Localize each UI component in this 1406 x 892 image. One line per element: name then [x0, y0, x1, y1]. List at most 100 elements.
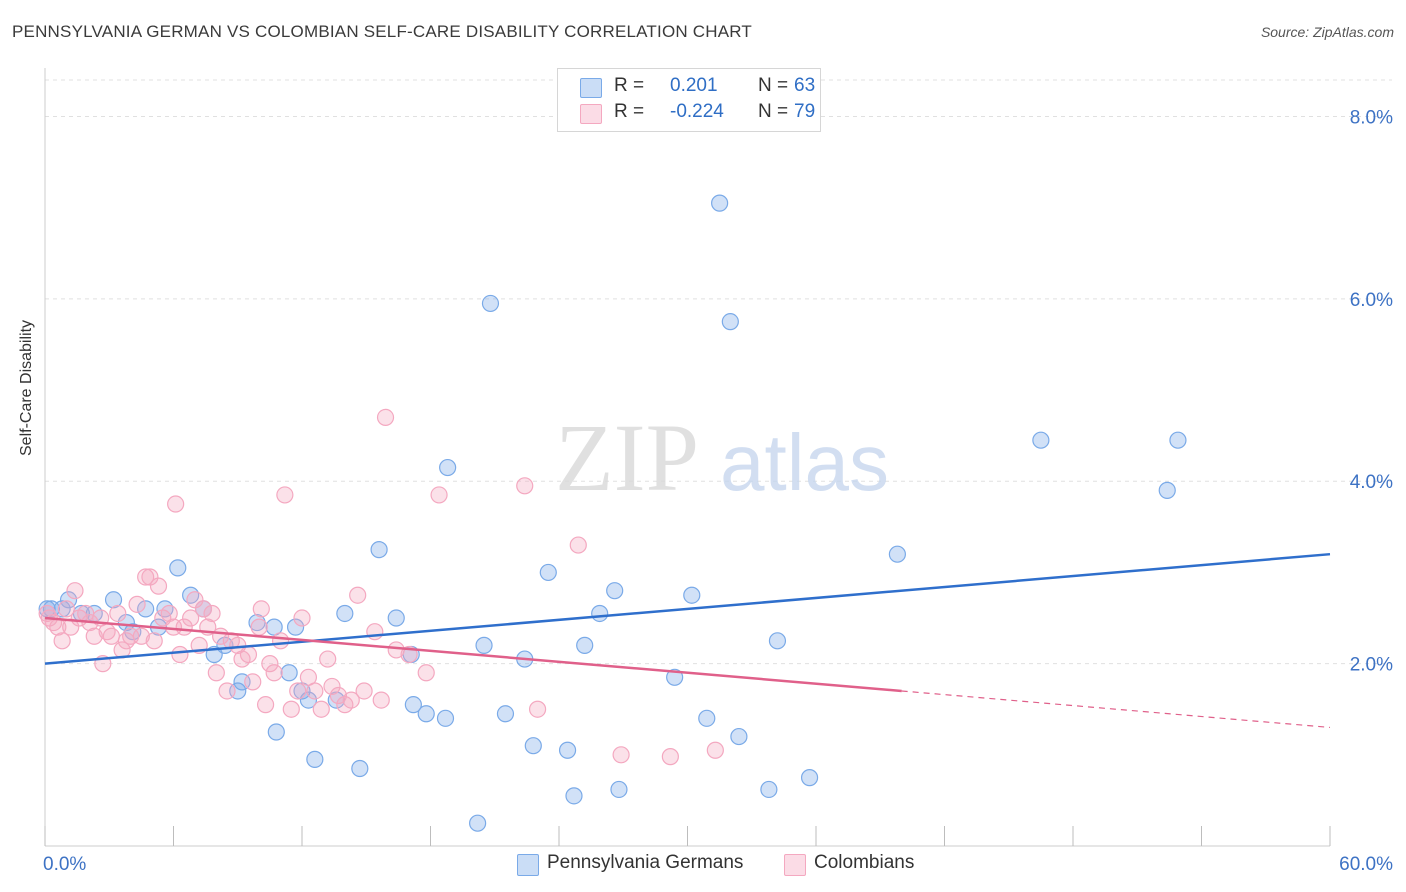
colombian-point	[366, 623, 384, 641]
colombian-point	[167, 495, 185, 513]
tick-labels: 2.0% 4.0% 6.0% 8.0% 0.0% 60.0%	[43, 107, 1393, 875]
pennsylvania-german-point	[888, 545, 906, 563]
pennsylvania-german-point	[1158, 481, 1176, 499]
colombian-point	[430, 486, 448, 504]
pennsylvania-german-point	[565, 787, 583, 805]
r-value: -0.224	[670, 101, 724, 122]
colombian-point	[612, 746, 630, 764]
colombian-point	[349, 586, 367, 604]
colombian-point	[207, 664, 225, 682]
pennsylvania-german-point	[439, 458, 457, 477]
y-tick-label: 2.0%	[1350, 655, 1393, 676]
pennsylvania-german-point	[417, 705, 435, 723]
pennsylvania-german-point	[539, 563, 557, 582]
watermark-atlas: atlas	[720, 418, 889, 507]
n-value: 79	[794, 101, 816, 122]
data-points	[38, 194, 1187, 832]
pennsylvania-german-point	[606, 582, 624, 600]
correlation-legend: R = 0.201 N = 63 R = -0.224 N = 79	[557, 68, 821, 132]
pennsylvania-german-point	[404, 696, 422, 714]
colombian-point	[109, 604, 127, 623]
colombian-point	[661, 748, 679, 766]
r-value: 0.201	[670, 75, 718, 96]
axes	[44, 68, 1331, 847]
y-tick-label: 6.0%	[1350, 290, 1393, 311]
colombian-point	[186, 591, 204, 609]
colombian-point	[256, 696, 275, 714]
y-tick-label: 8.0%	[1350, 107, 1393, 128]
x-tick-label: 60.0%	[1339, 854, 1393, 875]
trend-lines	[44, 552, 1331, 729]
colombian-point	[312, 700, 330, 718]
pennsylvania-german-trend-line	[44, 552, 1331, 665]
pennsylvania-german-point	[591, 604, 609, 623]
pennsylvania-german-point	[475, 636, 493, 654]
x-tick-label: 0.0%	[43, 854, 86, 875]
pennsylvania-german-point	[351, 759, 369, 778]
pennsylvania-german-point	[730, 727, 748, 746]
chart-title: PENNSYLVANIA GERMAN VS COLOMBIAN SELF-CA…	[12, 22, 753, 41]
pennsylvania-german-point	[117, 613, 135, 632]
colombian-point	[276, 486, 294, 504]
pennsylvania-german-point	[336, 604, 354, 623]
pennsylvania-german-point	[698, 709, 716, 727]
legend-swatch-blue	[517, 854, 539, 876]
colombian-trend-extension	[901, 690, 1331, 729]
colombian-point	[417, 664, 435, 682]
r-label: R =	[614, 101, 645, 122]
legend-swatch-blue	[580, 78, 602, 98]
colombian-point	[102, 627, 120, 645]
colombian-point	[323, 677, 341, 696]
colombian-point	[132, 627, 150, 645]
colombian-point	[271, 632, 290, 650]
pennsylvania-german-point	[666, 668, 684, 686]
colombian-point	[355, 682, 373, 700]
colombian-point	[141, 568, 159, 586]
colombian-point	[569, 536, 587, 554]
pennsylvania-german-point	[800, 769, 819, 787]
colombian-point	[282, 700, 300, 718]
pennsylvania-german-point	[280, 664, 298, 682]
colombian-point	[293, 609, 311, 627]
pennsylvania-german-point	[768, 632, 787, 650]
colombian-point	[128, 595, 146, 613]
pennsylvania-german-point	[558, 741, 577, 759]
watermark-zip: ZIP	[555, 404, 699, 511]
pennsylvania-german-point	[306, 750, 324, 768]
n-label: N =	[758, 75, 789, 96]
colombian-point	[252, 600, 270, 618]
colombian-point	[203, 604, 221, 623]
pennsylvania-german-point	[1169, 431, 1187, 449]
colombian-trend-line	[44, 616, 902, 693]
colombian-point	[182, 609, 200, 627]
colombian-point	[57, 600, 76, 618]
legend-swatch-pink	[784, 854, 806, 876]
colombian-point	[516, 477, 534, 495]
r-label: R =	[614, 75, 645, 96]
colombian-point	[239, 645, 258, 664]
colombian-point	[250, 618, 268, 636]
pennsylvania-german-point	[721, 313, 739, 331]
colombian-point	[66, 582, 84, 600]
colombian-point	[261, 655, 279, 673]
pennsylvania-german-point	[760, 780, 778, 799]
pennsylvania-german-point	[481, 294, 500, 313]
pennsylvania-german-point	[1032, 431, 1050, 449]
colombian-point	[706, 741, 724, 759]
pennsylvania-german-point	[496, 705, 515, 723]
colombian-point	[372, 691, 390, 709]
pennsylvania-german-point	[576, 636, 594, 654]
colombian-point	[387, 641, 405, 659]
watermark: ZIP atlas	[555, 404, 889, 511]
source-label: Source: ZipAtlas.com	[1260, 24, 1394, 40]
pennsylvania-german-point	[286, 618, 305, 636]
colombian-point	[342, 691, 360, 709]
legend-label: Pennsylvania Germans	[547, 852, 744, 873]
pennsylvania-german-point	[610, 780, 628, 799]
colombian-point	[376, 408, 395, 427]
pennsylvania-german-point	[683, 586, 701, 604]
colombian-point	[145, 632, 163, 650]
pennsylvania-german-point	[436, 709, 455, 727]
colombian-point	[137, 568, 155, 586]
